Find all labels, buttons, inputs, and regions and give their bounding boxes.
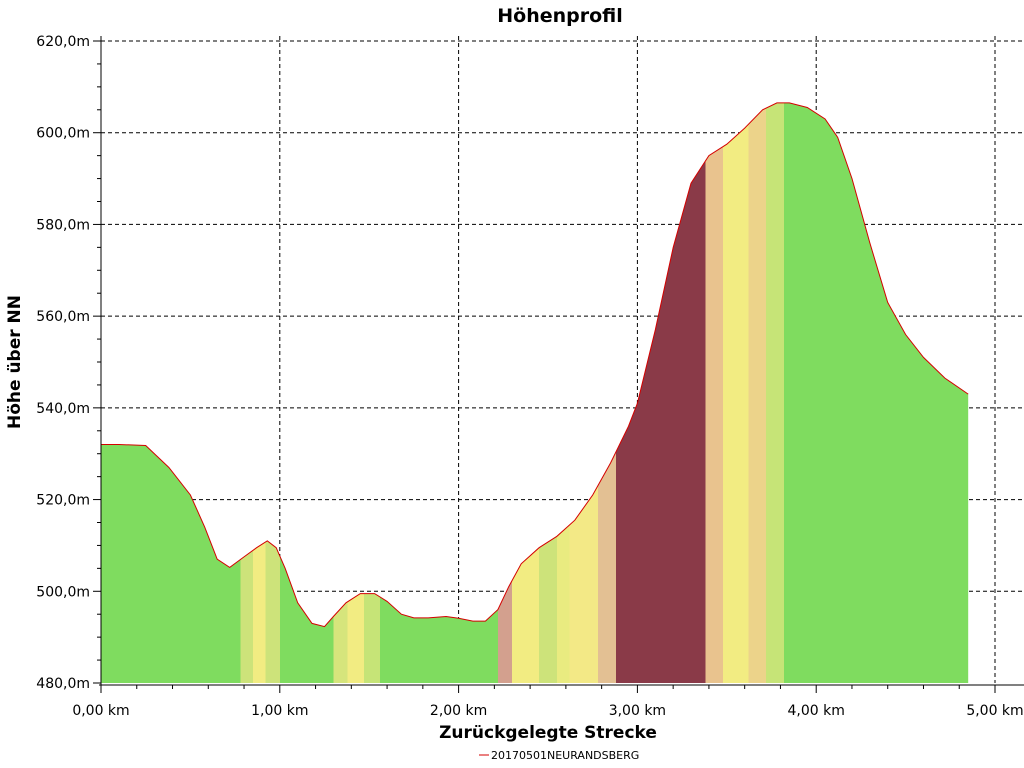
- y-tick-label: 520,0m: [36, 493, 90, 509]
- y-tick-label: 500,0m: [36, 584, 90, 600]
- x-tick-label: 5,00 km: [966, 703, 1023, 719]
- y-tick-label: 580,0m: [36, 217, 90, 233]
- area-layer: [101, 102, 969, 683]
- y-tick-label: 620,0m: [36, 34, 90, 50]
- y-tick-label: 540,0m: [36, 401, 90, 417]
- y-tick-label: 600,0m: [36, 126, 90, 142]
- elevation-line: [101, 102, 969, 628]
- y-axis-title: Höhe über NN: [5, 295, 25, 429]
- x-tick-label: 2,00 km: [430, 703, 487, 719]
- chart-title: Höhenprofil: [497, 5, 623, 27]
- y-tick-label: 560,0m: [36, 309, 90, 325]
- x-tick-labels: 0,00 km 1,00 km 2,00 km 3,00 km 4,00 km 5,00 …: [72, 703, 1023, 719]
- legend-label: 20170501NEURANDSBERG: [491, 749, 639, 762]
- x-tick-label: 4,00 km: [788, 703, 845, 719]
- x-tick-label: 0,00 km: [72, 703, 129, 719]
- y-tick-label: 480,0m: [36, 676, 90, 692]
- elevation-area: [101, 102, 969, 683]
- y-tick-labels: 480,0m 500,0m 520,0m 540,0m 560,0m 580,0m 600,…: [36, 34, 90, 692]
- legend: 20170501NEURANDSBERG: [479, 749, 639, 762]
- axes: [93, 36, 1024, 693]
- x-tick-label: 1,00 km: [251, 703, 308, 719]
- x-axis-title: Zurückgelegte Strecke: [439, 723, 657, 743]
- x-tick-label: 3,00 km: [609, 703, 666, 719]
